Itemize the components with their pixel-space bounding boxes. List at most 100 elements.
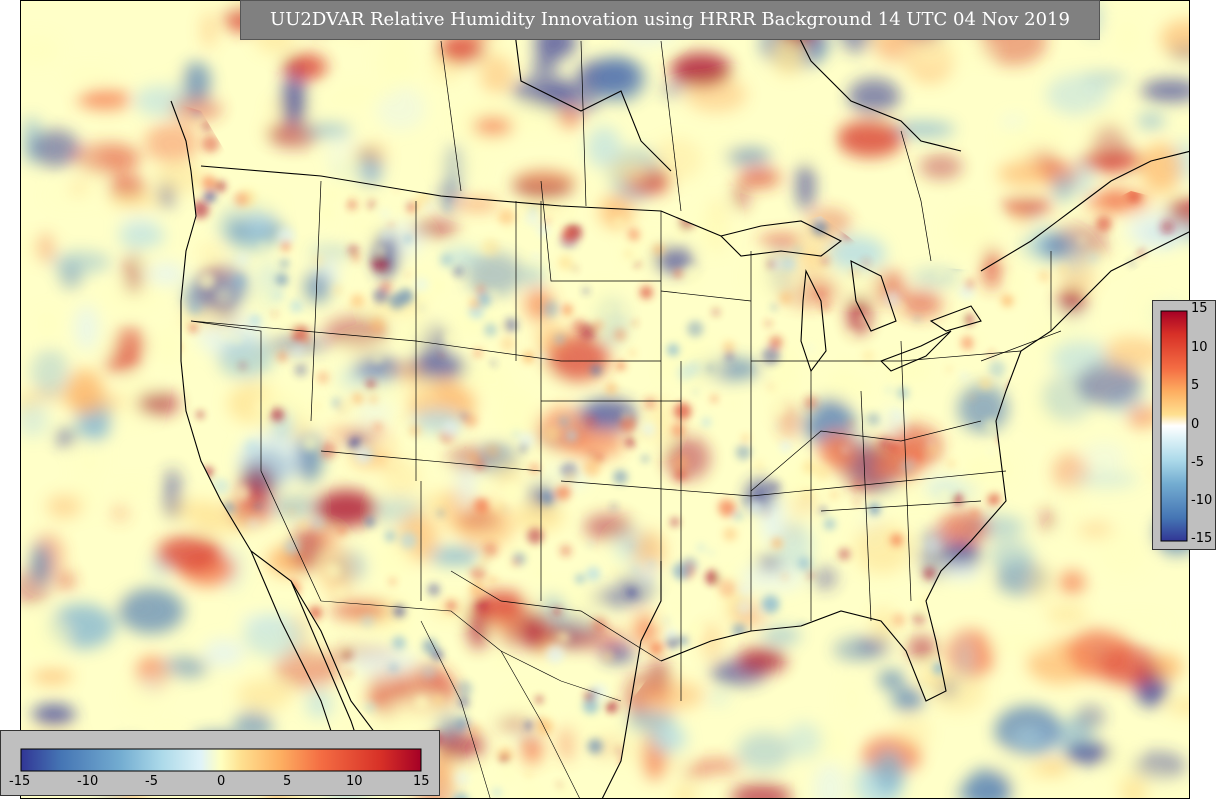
- field-blob: [725, 148, 772, 165]
- field-blob: [696, 206, 727, 253]
- field-speckle: [202, 176, 216, 190]
- bottom-tick-15: 15: [413, 774, 430, 789]
- field-blob: [821, 374, 871, 401]
- field-speckle: [561, 228, 576, 243]
- field-speckle: [866, 412, 880, 426]
- field-blob: [737, 732, 792, 772]
- field-blob: [342, 153, 361, 175]
- field-blob: [1057, 288, 1087, 316]
- hudson-bay-coast: [510, 1, 672, 172]
- field-speckle: [947, 367, 952, 372]
- field-speckle: [338, 527, 346, 535]
- field-blob: [30, 348, 70, 397]
- field-speckle: [261, 373, 274, 385]
- field-blob: [572, 706, 609, 751]
- field-speckle: [443, 203, 452, 212]
- field-blob: [496, 104, 563, 132]
- field-speckle: [558, 415, 570, 428]
- field-blob: [281, 75, 308, 126]
- field-speckle: [765, 320, 772, 327]
- field-speckle: [198, 272, 216, 290]
- field-blob: [837, 119, 904, 158]
- field-speckle: [890, 533, 903, 547]
- field-blob: [842, 679, 862, 719]
- field-blob: [1056, 528, 1113, 542]
- field-blob: [57, 573, 75, 589]
- field-blob: [500, 621, 524, 650]
- field-speckle: [1001, 294, 1014, 307]
- field-blob: [1165, 198, 1189, 227]
- field-speckle: [452, 265, 465, 278]
- field-speckle: [781, 573, 788, 581]
- field-blob: [1099, 644, 1161, 687]
- field-blob: [479, 54, 514, 95]
- field-speckle: [987, 350, 995, 358]
- field-speckle: [365, 450, 373, 458]
- field-speckle: [622, 411, 629, 418]
- field-speckle: [970, 395, 975, 400]
- field-speckle: [490, 360, 497, 367]
- bottom-tick-minus5: -5: [145, 774, 158, 789]
- field-speckle: [415, 696, 429, 709]
- field-speckle: [379, 229, 392, 242]
- field-speckle: [643, 397, 657, 410]
- field-speckle: [621, 308, 628, 315]
- field-speckle: [820, 301, 830, 311]
- field-speckle: [896, 313, 903, 319]
- field-speckle: [232, 335, 242, 345]
- field-speckle: [671, 454, 689, 472]
- field-speckle: [939, 488, 950, 500]
- field-speckle: [656, 364, 674, 382]
- field-speckle: [220, 330, 232, 342]
- field-speckle: [588, 451, 595, 458]
- field-speckle: [475, 557, 486, 568]
- field-blob: [812, 566, 838, 590]
- field-blob: [353, 146, 378, 162]
- field-blob: [522, 733, 542, 765]
- field-blob: [523, 266, 544, 287]
- field-speckle: [529, 463, 540, 474]
- field-blob: [330, 601, 390, 620]
- field-blob: [670, 52, 732, 87]
- field-blob: [151, 326, 185, 367]
- field-speckle: [559, 544, 572, 557]
- field-speckle: [673, 402, 692, 420]
- field-speckle: [605, 382, 617, 395]
- field-blob: [660, 82, 686, 97]
- field-speckle: [294, 363, 308, 377]
- field-speckle: [519, 443, 528, 453]
- field-speckle: [455, 716, 471, 732]
- field-blob: [179, 313, 243, 328]
- right-tick-minus10: -10: [1191, 493, 1213, 508]
- field-blob: [536, 324, 567, 352]
- northeast-coastline: [1080, 231, 1189, 302]
- field-speckle: [492, 787, 502, 797]
- field-speckle: [671, 422, 687, 438]
- field-speckle: [805, 344, 814, 353]
- field-speckle: [662, 617, 670, 625]
- field-speckle: [332, 284, 344, 296]
- field-blob: [1127, 405, 1156, 429]
- field-speckle: [657, 574, 671, 588]
- field-blob: [535, 406, 592, 452]
- field-blob: [919, 154, 963, 180]
- right-tick-0: 0: [1191, 417, 1200, 432]
- field-blob: [377, 39, 418, 88]
- field-blob: [140, 675, 163, 693]
- field-speckle: [705, 570, 721, 585]
- field-speckle: [1160, 220, 1175, 235]
- field-speckle: [676, 364, 694, 382]
- field-blob: [351, 648, 418, 677]
- field-blob: [654, 246, 694, 273]
- field-speckle: [554, 631, 566, 643]
- field-speckle: [762, 346, 781, 365]
- right-tick-10: 10: [1191, 340, 1208, 355]
- field-speckle: [366, 379, 376, 389]
- field-blob: [757, 556, 783, 571]
- field-speckle: [976, 338, 982, 344]
- field-speckle: [587, 542, 593, 547]
- field-speckle: [366, 199, 377, 210]
- field-blob: [457, 500, 515, 551]
- field-speckle: [499, 753, 510, 764]
- field-speckle: [528, 206, 538, 215]
